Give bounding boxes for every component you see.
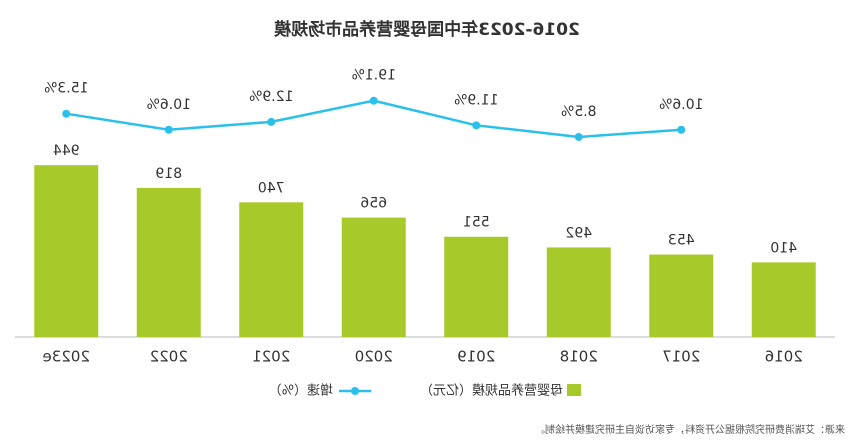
growth-value-label: 15.3% — [44, 81, 88, 97]
x-tick-label: 2021 — [252, 348, 290, 366]
growth-point — [677, 125, 686, 134]
bar-value-label: 410 — [770, 240, 797, 256]
legend-label: 增速（%） — [269, 384, 333, 399]
x-tick-label: 2023e — [43, 348, 90, 366]
growth-value-label: 19.1% — [352, 68, 396, 84]
x-tick-label: 2020 — [355, 348, 393, 366]
bar — [136, 187, 201, 337]
bar-value-label: 819 — [155, 166, 182, 182]
bar — [239, 202, 304, 337]
growth-point — [62, 109, 71, 118]
bar-value-label: 453 — [668, 233, 695, 249]
growth-value-label: 10.6% — [659, 97, 703, 113]
growth-value-label: 8.5% — [561, 104, 597, 120]
bar-value-label: 551 — [463, 215, 490, 231]
bar — [444, 236, 509, 337]
x-tick-label: 2016 — [765, 348, 803, 366]
chart-body: 2016-2023年中国母婴营养品市场规模 来源：艾瑞消费研究院根据公开资料，专… — [15, 19, 845, 436]
x-tick-label: 2019 — [457, 348, 495, 366]
growth-value-label: 12.9% — [249, 89, 293, 105]
bar — [34, 165, 99, 337]
growth-value-label: 11.9% — [454, 92, 498, 108]
bar — [751, 262, 816, 337]
growth-point — [267, 117, 276, 126]
legend-swatch — [351, 387, 359, 395]
legend-swatch — [567, 384, 581, 396]
bar — [341, 217, 406, 337]
legend-label: 母婴营养品规模（亿元） — [420, 383, 563, 399]
bar — [546, 247, 611, 337]
bar — [649, 254, 714, 337]
x-tick-label: 2018 — [560, 348, 598, 366]
x-tick-label: 2017 — [662, 348, 700, 366]
growth-point — [369, 96, 378, 105]
growth-point — [574, 132, 583, 141]
growth-point — [472, 121, 481, 130]
bar-value-label: 492 — [565, 225, 592, 241]
growth-point — [164, 125, 173, 134]
bar-value-label: 944 — [53, 143, 80, 159]
chart-title: 2016-2023年中国母婴营养品市场规模 — [273, 19, 580, 40]
bar-value-label: 656 — [360, 196, 387, 212]
growth-value-label: 10.6% — [147, 97, 191, 113]
x-tick-label: 2022 — [150, 348, 188, 366]
source-note: 来源：艾瑞消费研究院根据公开资料，专家访谈自主研究建模并绘制。 — [535, 423, 845, 436]
bar-value-label: 740 — [258, 180, 285, 196]
